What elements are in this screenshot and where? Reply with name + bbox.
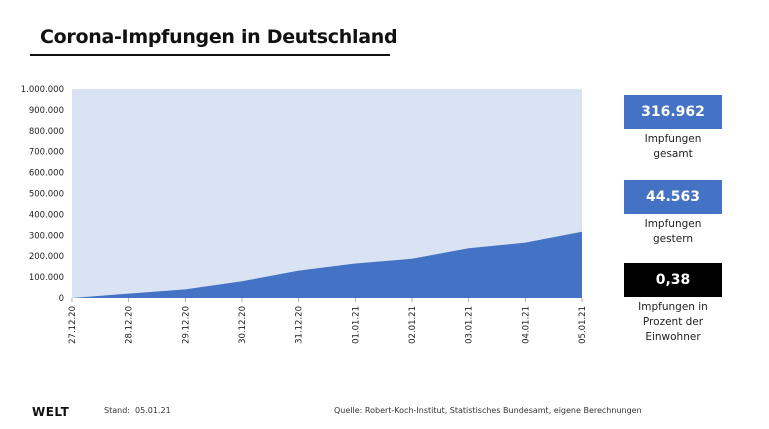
stat-label-line: gestern <box>653 233 693 245</box>
stat-label-line: Einwohner <box>645 331 701 343</box>
y-tick-label: 300.000 <box>29 231 64 241</box>
x-tick-label: 27.12.20 <box>68 306 78 344</box>
area-series-impfungen-gesamt <box>72 231 582 298</box>
y-tick-label: 600.000 <box>29 169 64 179</box>
x-tick-label: 01.01.21 <box>351 306 361 344</box>
title-underline <box>30 54 390 56</box>
y-axis: 0 100.000 200.000 300.000 400.000 500.000 600.… <box>21 85 64 304</box>
x-tick-label: 28.12.20 <box>125 306 135 344</box>
y-tick-label: 700.000 <box>29 148 64 158</box>
stat-label-line: Impfungen in <box>638 301 708 313</box>
x-tick-label: 31.12.20 <box>295 306 305 344</box>
stat-label-percent: Impfungen in Prozent der Einwohner <box>606 300 740 345</box>
stat-label-line: Impfungen <box>644 218 702 230</box>
stat-label-line: Impfungen <box>644 133 702 145</box>
x-tick-label: 05.01.21 <box>578 306 588 344</box>
x-tick-label: 30.12.20 <box>238 306 248 344</box>
y-tick-label: 100.000 <box>29 273 64 283</box>
stat-label-yesterday: Impfungen gestern <box>606 217 740 247</box>
x-tick-label: 04.01.21 <box>521 306 531 344</box>
welt-logo: WELT <box>32 405 70 419</box>
stat-label-line: Prozent der <box>642 316 704 328</box>
y-tick-label: 800.000 <box>29 127 64 137</box>
stat-box-yesterday: 44.563 <box>624 180 722 214</box>
source-note: Quelle: Robert-Koch-Institut, Statistisc… <box>334 406 642 415</box>
stat-label-total: Impfungen gesamt <box>606 132 740 162</box>
y-tick-label: 400.000 <box>29 210 64 220</box>
chart-title: Corona-Impfungen in Deutschland <box>40 26 398 48</box>
y-tick-label: 0 <box>59 294 64 304</box>
x-tick-label: 29.12.20 <box>181 306 191 344</box>
x-tick-label: 03.01.21 <box>465 306 475 344</box>
y-tick-label: 500.000 <box>29 190 64 200</box>
stat-box-percent: 0,38 <box>624 263 722 297</box>
x-tick-label: 02.01.21 <box>408 306 418 344</box>
stat-box-total: 316.962 <box>624 95 722 129</box>
stand-date: Stand: 05.01.21 <box>104 406 171 415</box>
y-tick-label: 1.000.000 <box>21 85 64 95</box>
y-tick-label: 200.000 <box>29 252 64 262</box>
stat-label-line: gesamt <box>653 148 693 160</box>
y-tick-label: 900.000 <box>29 106 64 116</box>
x-axis: 27.12.20 28.12.20 29.12.20 30.12.20 31.12.20… <box>68 298 588 344</box>
